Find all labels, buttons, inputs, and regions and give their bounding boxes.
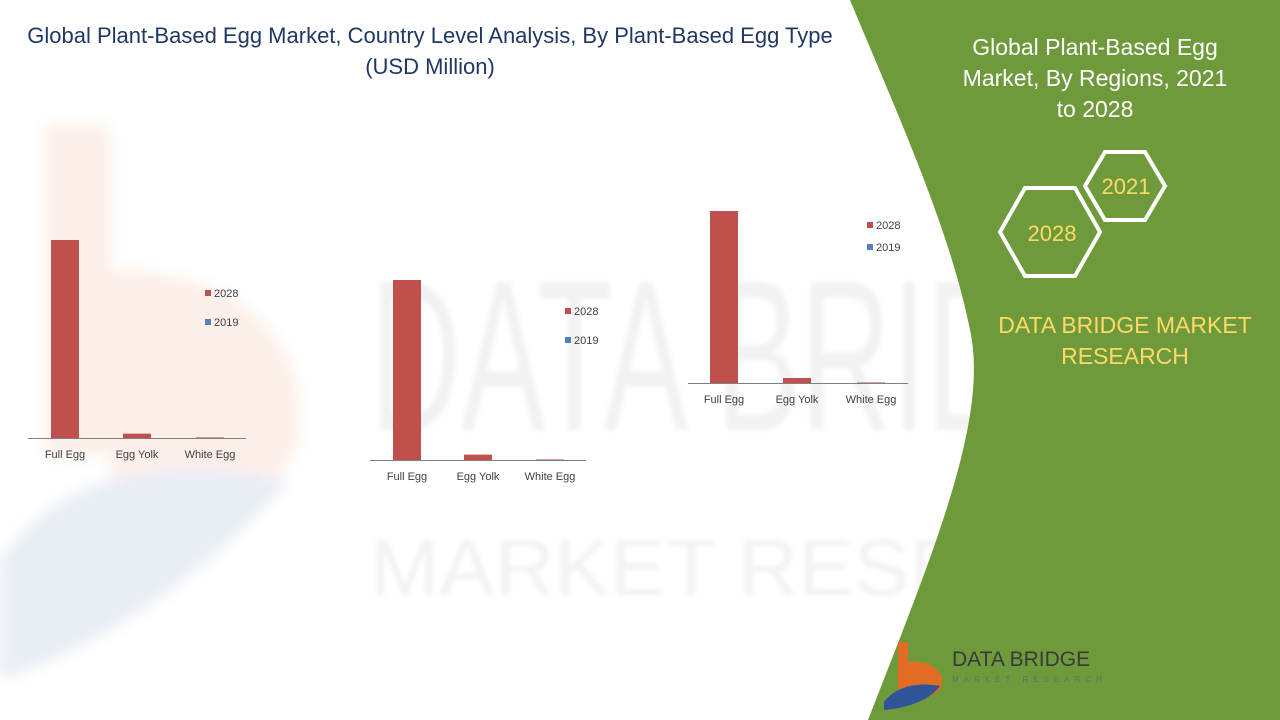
chart-title: Global Plant-Based Egg Market, Country L… xyxy=(27,23,833,79)
hexagon-2021-label: 2021 xyxy=(1102,174,1151,199)
bar-2028-full-egg xyxy=(393,280,421,460)
logo-tagline: MARKET RESEARCH xyxy=(952,675,1107,684)
legend-swatch-2028 xyxy=(205,290,211,296)
bar-2028-full-egg xyxy=(51,240,79,438)
brand-name: DATA BRIDGE MARKET RESEARCH xyxy=(998,312,1252,369)
bar-2028-egg-yolk xyxy=(123,433,151,438)
legend-swatch-2019 xyxy=(867,244,873,250)
x-tick-label: White Egg xyxy=(525,471,576,483)
bar-2028-white-egg xyxy=(536,459,564,460)
bar-2028-egg-yolk xyxy=(783,378,811,383)
x-tick-label: Full Egg xyxy=(387,471,427,483)
legend-label-2019: 2019 xyxy=(574,335,598,347)
legend-swatch-2019 xyxy=(565,337,571,343)
legend-label-2028: 2028 xyxy=(214,288,238,300)
legend-label-2019: 2019 xyxy=(214,317,238,329)
x-tick-label: Full Egg xyxy=(45,449,85,461)
bar-2028-white-egg xyxy=(196,437,224,438)
hexagon-2028-label: 2028 xyxy=(1028,221,1077,246)
hexagon-2028 xyxy=(997,186,1103,278)
green-panel xyxy=(850,0,1280,720)
data-bridge-logo-icon xyxy=(884,642,942,710)
legend-swatch-2028 xyxy=(867,222,873,228)
logo-wordmark: DATA BRIDGE xyxy=(952,648,1091,671)
x-tick-label: Egg Yolk xyxy=(776,394,819,406)
x-tick-label: White Egg xyxy=(185,449,236,461)
x-tick-label: Egg Yolk xyxy=(457,471,500,483)
bar-2028-full-egg xyxy=(710,211,738,383)
watermark-logo xyxy=(0,125,300,680)
x-tick-label: White Egg xyxy=(846,394,897,406)
bar-2028-egg-yolk xyxy=(464,454,492,460)
x-tick-label: Full Egg xyxy=(704,394,744,406)
bar-chart-3: Full Egg Egg Yolk White Egg 2028 2019 xyxy=(688,211,908,406)
legend-label-2028: 2028 xyxy=(876,220,900,232)
bar-2028-white-egg xyxy=(857,382,885,383)
x-tick-label: Egg Yolk xyxy=(116,449,159,461)
legend-label-2028: 2028 xyxy=(574,306,598,318)
bar-chart-2: Full Egg Egg Yolk White Egg 2028 2019 xyxy=(370,280,598,483)
legend-label-2019: 2019 xyxy=(876,242,900,254)
legend-swatch-2028 xyxy=(565,308,571,314)
bar-chart-1: Full Egg Egg Yolk White Egg 2028 2019 xyxy=(28,240,246,461)
hexagon-2021 xyxy=(1082,150,1168,222)
panel-title: Global Plant-Based Egg Market, By Region… xyxy=(962,34,1228,122)
legend-swatch-2019 xyxy=(205,319,211,325)
